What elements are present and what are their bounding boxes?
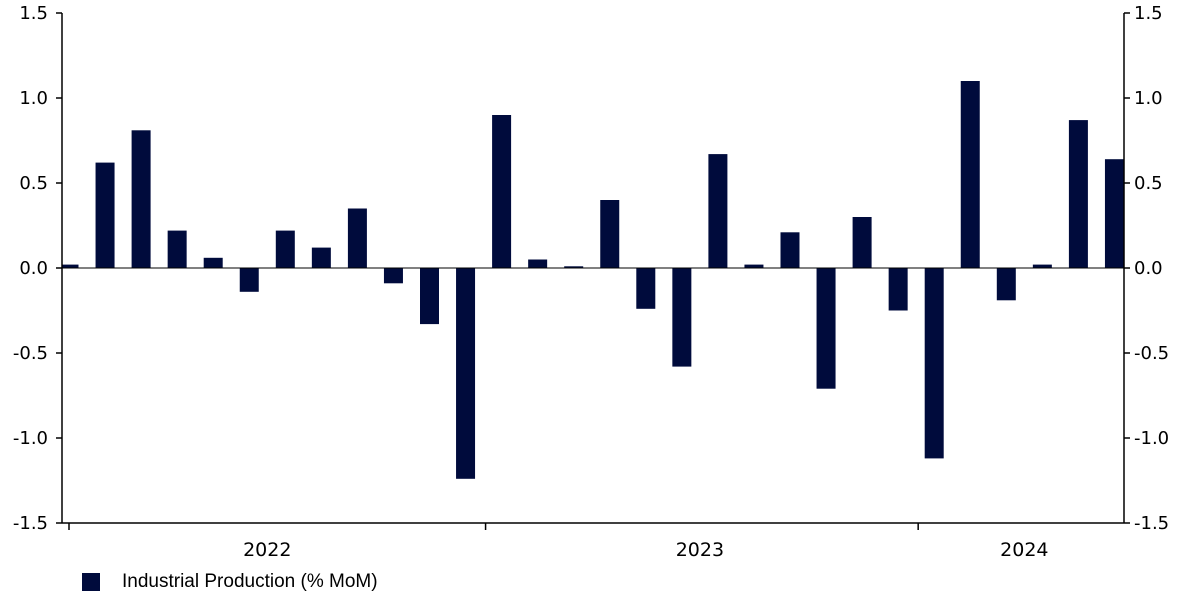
bar-2024-04	[1032, 264, 1052, 268]
bar-2023-11	[852, 217, 872, 268]
year-label-2024: 2024	[1000, 539, 1048, 561]
bar-2023-09	[780, 232, 800, 268]
bar-2023-10	[816, 268, 836, 389]
year-label-2022: 2022	[243, 539, 291, 561]
bar-2022-01	[62, 264, 79, 268]
left-tick-label: 1.5	[19, 3, 48, 24]
left-y-axis: 1.5 1.0 0.5 0.0 -0.5 -1.0 -1.5	[13, 3, 62, 534]
bar-2022-04	[167, 230, 187, 268]
x-axis: 2022 2023 2024	[68, 523, 1049, 561]
bar-2022-02	[95, 162, 115, 268]
chart-legend: Industrial Production (% MoM)	[82, 571, 378, 593]
right-tick-label: 0.0	[1134, 258, 1163, 279]
left-tick-label: -1.5	[13, 513, 48, 534]
bar-2024-01	[924, 268, 944, 459]
left-tick-label: -1.0	[13, 428, 48, 449]
year-label-2023: 2023	[676, 539, 724, 561]
left-tick-label: -0.5	[13, 343, 48, 364]
right-tick-label: 0.5	[1134, 173, 1163, 194]
bar-2022-10	[383, 268, 403, 284]
bar-2024-05	[1068, 120, 1088, 268]
bar-2023-01	[492, 115, 512, 268]
left-tick-label: 0.0	[19, 258, 48, 279]
bar-2022-12	[456, 268, 476, 479]
legend-swatch	[82, 573, 100, 591]
bar-2023-03	[564, 266, 584, 268]
bar-2023-12	[888, 268, 908, 311]
bar-series	[62, 81, 1124, 479]
industrial-production-chart: 1.5 1.0 0.5 0.0 -0.5 -1.0 -1.5 1.5 1.0 0.5 0.0 -0.…	[13, 3, 1169, 561]
bar-2022-05	[203, 257, 223, 268]
bar-2023-02	[528, 259, 548, 268]
left-tick-label: 1.0	[19, 88, 48, 109]
legend-label: Industrial Production (% MoM)	[122, 571, 378, 592]
bar-2024-03	[996, 268, 1016, 301]
bar-2022-06	[239, 268, 259, 292]
bar-2024-06	[1104, 159, 1124, 268]
right-tick-label: -1.0	[1134, 428, 1169, 449]
left-tick-label: 0.5	[19, 173, 48, 194]
right-y-axis: 1.5 1.0 0.5 0.0 -0.5 -1.0 -1.5	[1124, 3, 1169, 534]
bar-2022-09	[347, 208, 367, 268]
bar-2023-04	[600, 200, 620, 268]
bar-2022-08	[311, 247, 331, 268]
bar-2023-08	[744, 264, 764, 268]
bar-2022-03	[131, 130, 151, 268]
bar-2023-06	[672, 268, 692, 367]
right-tick-label: 1.0	[1134, 88, 1163, 109]
right-tick-label: 1.5	[1134, 3, 1163, 24]
bar-2022-11	[420, 268, 439, 325]
right-tick-label: -1.5	[1134, 513, 1169, 534]
bar-2024-02	[960, 81, 980, 268]
bar-2022-07	[275, 230, 295, 268]
bar-2023-05	[636, 268, 656, 309]
right-tick-label: -0.5	[1134, 343, 1169, 364]
bar-2023-07	[708, 154, 728, 268]
